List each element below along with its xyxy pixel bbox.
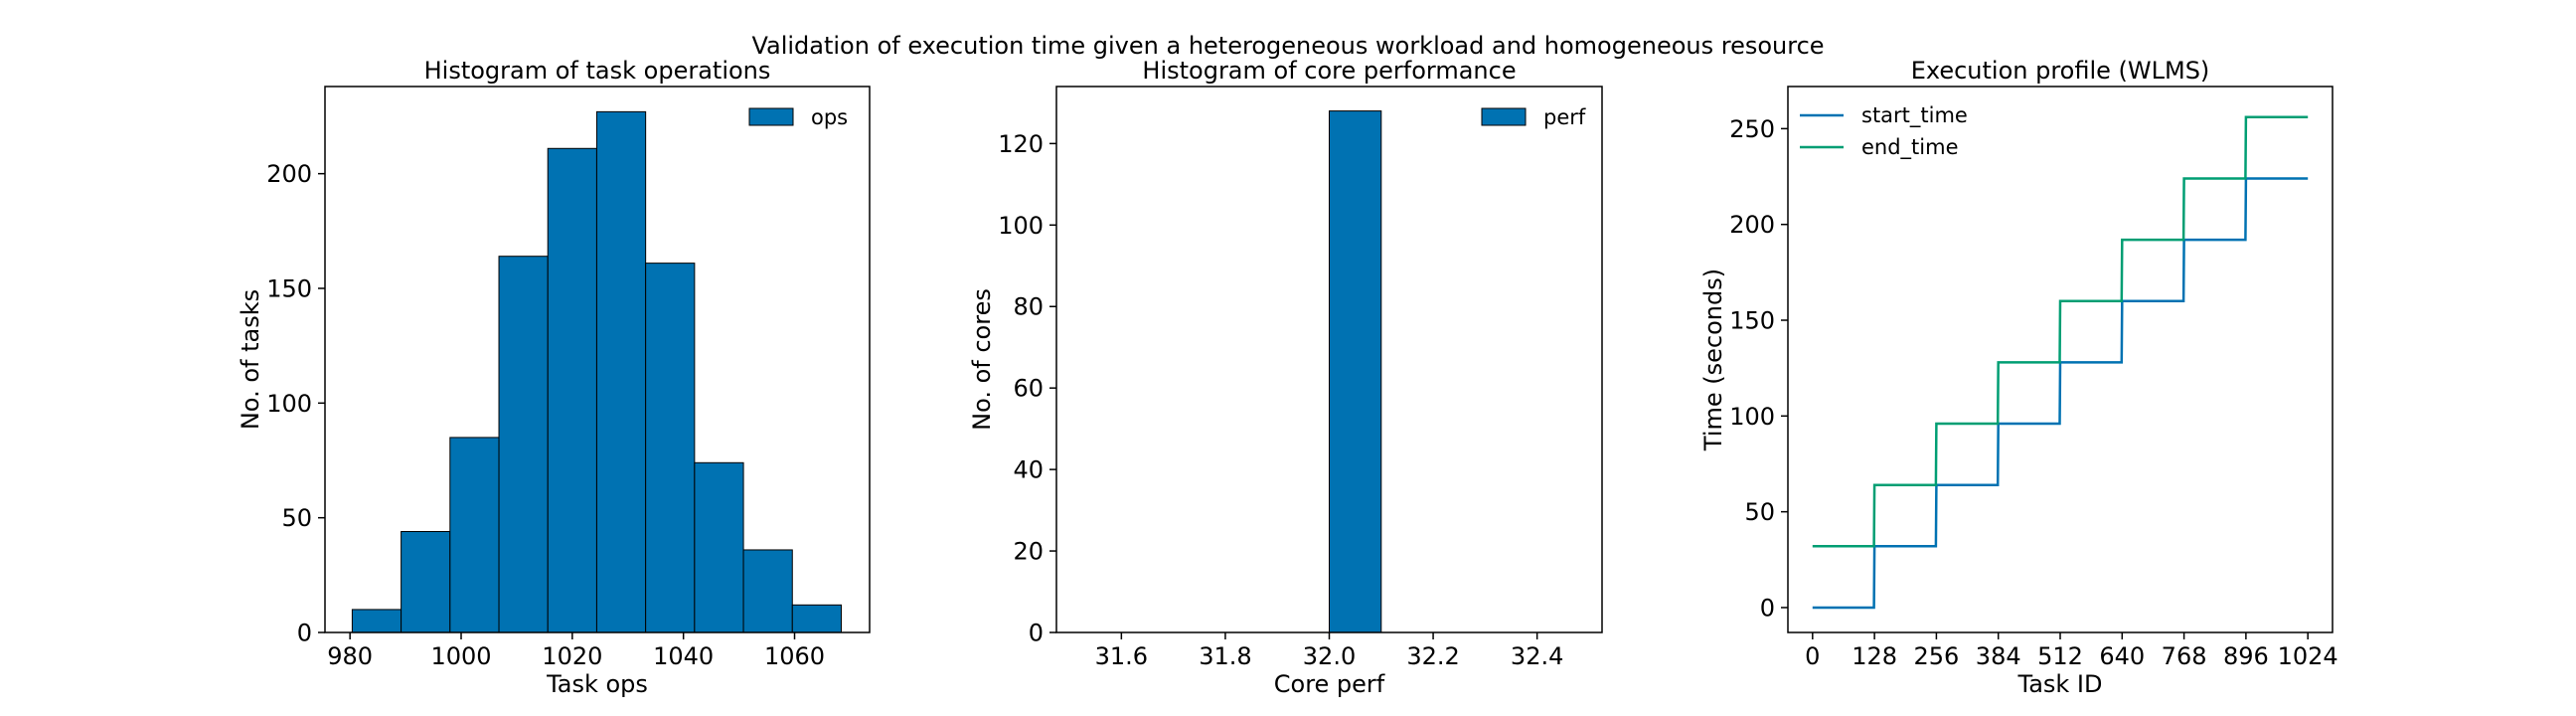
legend-label: end_time	[1861, 135, 1959, 160]
axes-frame	[324, 86, 871, 633]
histogram-bar	[694, 461, 744, 633]
y-tick-label: 250	[1729, 115, 1775, 143]
x-tick-label: 512	[2037, 642, 2083, 670]
x-tick-label: 384	[1976, 642, 2021, 670]
y-tick-label: 0	[297, 620, 312, 647]
series-line-start_time	[1812, 177, 2309, 610]
y-tick-label: 120	[998, 130, 1044, 158]
chart-title-2: Execution profile (WLMS)	[1911, 57, 2210, 85]
y-tick-label: 150	[266, 274, 312, 302]
y-tick-label: 60	[1013, 375, 1044, 403]
x-tick-label: 1020	[542, 642, 602, 670]
x-tick-label: 980	[327, 642, 373, 670]
x-tick-label: 32.0	[1303, 642, 1356, 670]
series-line-end_time	[1812, 115, 2309, 548]
x-tick-label: 31.6	[1095, 642, 1148, 670]
y-tick-label: 0	[1760, 594, 1775, 622]
y-tick-label: 150	[1729, 307, 1775, 335]
legend-label: start_time	[1861, 103, 1968, 128]
legend-label: ops	[811, 105, 848, 129]
y-tick-label: 100	[266, 390, 312, 418]
y-tick-label: 200	[266, 160, 312, 188]
y-axis-label: Time (seconds)	[1699, 268, 1727, 451]
histogram-bar	[498, 256, 549, 633]
histogram-bar	[351, 609, 402, 633]
perf-histogram-panel: Histogram of core performance 31.6 31.8 32.…	[968, 57, 1603, 698]
x-tick-label: 1040	[653, 642, 714, 670]
y-tick-label: 20	[1013, 538, 1044, 566]
legend-label: perf	[1543, 105, 1586, 129]
histogram-bar	[742, 549, 793, 633]
x-tick-label: 128	[1852, 642, 1897, 670]
y-tick-label: 100	[1729, 403, 1775, 431]
figure-suptitle: Validation of execution time given a het…	[751, 32, 1824, 60]
histogram-bar	[547, 147, 597, 633]
x-tick-label: 32.4	[1511, 642, 1563, 670]
y-tick-label: 50	[1744, 498, 1775, 526]
x-tick-label: 896	[2223, 642, 2269, 670]
x-axis-label: Task ID	[2017, 670, 2103, 698]
y-tick-label: 80	[1013, 293, 1044, 321]
execution-profile-panel: Execution profile (WLMS) 0 128 256 384 512 640…	[1699, 57, 2338, 698]
histogram-bar	[401, 531, 451, 633]
histogram-bar	[645, 263, 696, 633]
x-tick-label: 768	[2162, 642, 2207, 670]
y-tick-label: 40	[1013, 456, 1044, 484]
x-tick-label: 640	[2099, 642, 2145, 670]
chart-title-1: Histogram of core performance	[1142, 57, 1516, 85]
y-tick-label: 200	[1729, 211, 1775, 239]
y-tick-label: 100	[998, 212, 1044, 240]
x-tick-label: 1060	[764, 642, 825, 670]
y-tick-label: 50	[281, 504, 312, 532]
x-tick-label: 1024	[2278, 642, 2338, 670]
histogram-bar	[449, 437, 500, 633]
x-axis-label: Core perf	[1274, 670, 1385, 698]
x-tick-label: 256	[1914, 642, 1960, 670]
y-axis-label: No. of cores	[968, 288, 996, 431]
legend-swatch	[748, 107, 794, 126]
histogram-bar	[595, 110, 647, 633]
x-tick-label: 0	[1805, 642, 1820, 670]
histogram-bar	[791, 604, 842, 633]
x-tick-label: 31.8	[1199, 642, 1251, 670]
chart-title-0: Histogram of task operations	[424, 57, 771, 85]
x-tick-label: 32.2	[1406, 642, 1459, 670]
x-tick-label: 1000	[430, 642, 491, 670]
histogram-bar	[1329, 110, 1382, 633]
y-tick-label: 0	[1029, 620, 1044, 647]
y-axis-label: No. of tasks	[237, 289, 264, 430]
x-axis-label: Task ops	[546, 670, 648, 698]
legend-swatch	[1481, 107, 1527, 126]
